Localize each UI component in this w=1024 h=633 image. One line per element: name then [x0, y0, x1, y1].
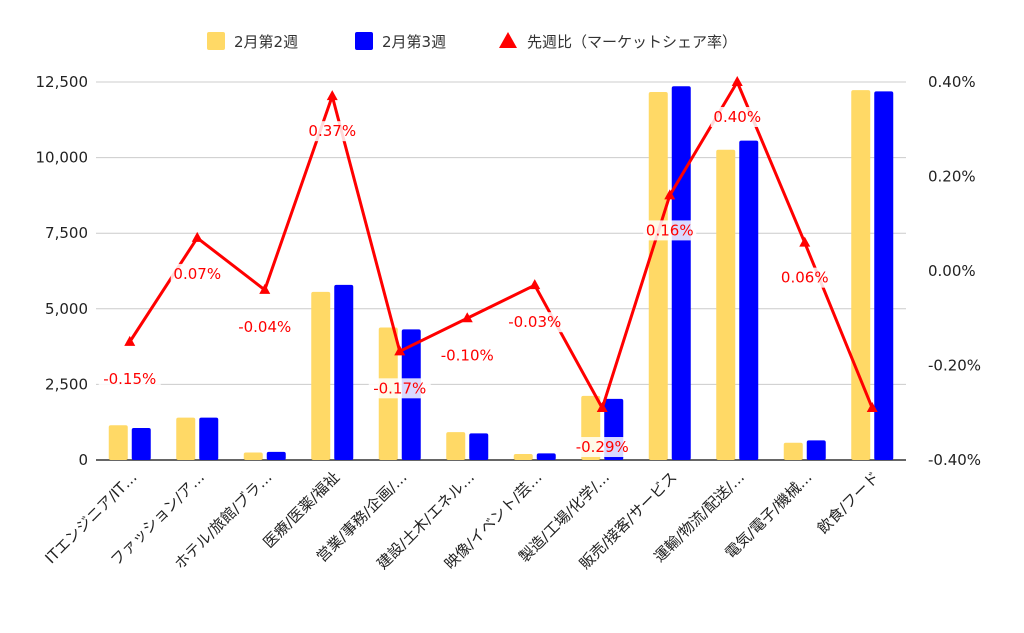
- data-label: -0.15%: [103, 370, 156, 388]
- bar: [874, 91, 894, 461]
- bars: [108, 86, 894, 461]
- data-label: 0.07%: [173, 265, 221, 283]
- legend-label: 先週比（マーケットシェア率）: [527, 33, 737, 51]
- bar: [469, 433, 489, 460]
- line-point-marker: [731, 76, 743, 86]
- left-tick-label: 7,500: [45, 224, 88, 242]
- legend-swatch: [355, 32, 373, 50]
- bar: [513, 453, 533, 460]
- right-axis-ticks: -0.40% -0.20% 0.00% 0.20% 0.40%: [928, 73, 981, 469]
- line-point-marker: [124, 335, 136, 346]
- data-label-bg: [98, 368, 161, 389]
- data-label: 0.40%: [713, 108, 761, 126]
- line-point-marker: [596, 402, 608, 413]
- bar: [716, 149, 736, 460]
- line-point-marker: [259, 283, 271, 294]
- data-label: 0.06%: [781, 269, 829, 287]
- bar: [131, 427, 151, 460]
- bar: [266, 451, 286, 460]
- data-label-bg: [571, 437, 634, 458]
- data-label-bg: [710, 107, 764, 127]
- legend-marker: [499, 32, 517, 48]
- bar: [783, 442, 803, 460]
- data-label: -0.10%: [441, 346, 494, 364]
- bar: [536, 453, 556, 460]
- data-label-bg: [233, 316, 296, 337]
- bar: [108, 425, 128, 460]
- bar: [176, 417, 196, 460]
- line-point-marker: [529, 279, 541, 290]
- left-tick-label: 5,000: [45, 300, 88, 318]
- line-point-marker: [326, 90, 338, 101]
- line-point-marker: [461, 312, 473, 323]
- line-point-marker: [191, 231, 203, 242]
- line-point-marker: [394, 345, 406, 356]
- bar: [648, 91, 668, 461]
- line-point-marker: [664, 189, 676, 200]
- data-label: -0.03%: [508, 313, 561, 331]
- line-point-marker: [866, 402, 878, 413]
- data-label-bg: [305, 121, 359, 142]
- data-label: -0.04%: [238, 318, 291, 336]
- right-tick-label: -0.40%: [928, 451, 981, 469]
- left-tick-label: 12,500: [36, 73, 89, 91]
- right-tick-label: -0.20%: [928, 357, 981, 375]
- legend-label: 2月第2週: [234, 33, 298, 51]
- left-tick-label: 10,000: [36, 149, 89, 167]
- data-label-bg: [368, 378, 431, 399]
- bar: [446, 432, 466, 460]
- bar: [851, 90, 871, 461]
- line-series: [124, 76, 878, 413]
- data-label-bg: [436, 345, 499, 366]
- data-label-bg: [503, 312, 566, 333]
- share-line: [128, 80, 874, 410]
- left-tick-label: 0: [78, 451, 88, 469]
- data-label-bg: [778, 267, 832, 288]
- data-label-bg: [643, 220, 697, 241]
- data-label: 0.37%: [308, 122, 356, 140]
- data-labels: -0.15% 0.07% -0.04% 0.37% -0.17% -0.10% -0.03%…: [98, 107, 832, 458]
- left-tick-label: 2,500: [45, 375, 88, 393]
- right-tick-label: 0.20%: [928, 168, 976, 186]
- right-tick-label: 0.00%: [928, 262, 976, 280]
- bar: [806, 440, 826, 460]
- data-label-bg: [170, 263, 224, 284]
- left-axis-ticks: 0 2,500 5,000 7,500 10,000 12,500: [36, 73, 89, 469]
- bar: [199, 417, 219, 460]
- data-label: -0.29%: [576, 438, 629, 456]
- data-label: -0.17%: [373, 379, 426, 397]
- legend-swatch: [207, 32, 225, 50]
- x-tick-label: 飲食/フード: [814, 468, 883, 537]
- x-axis-labels: ITエンジニア/IT…ファッション/ア…ホテル/旅館/ブラ…医療/医薬/福祉営業…: [41, 468, 883, 573]
- bar: [334, 284, 354, 460]
- legend: 2月第2週 2月第3週 先週比（マーケットシェア率）: [207, 32, 737, 51]
- bar: [739, 140, 759, 461]
- legend-label: 2月第3週: [382, 33, 446, 51]
- line-point-marker: [799, 236, 811, 247]
- bar: [311, 291, 331, 460]
- bar: [243, 452, 263, 460]
- gridlines: [96, 81, 906, 461]
- data-label: 0.16%: [646, 221, 694, 239]
- right-tick-label: 0.40%: [928, 73, 976, 91]
- bar: [671, 86, 691, 461]
